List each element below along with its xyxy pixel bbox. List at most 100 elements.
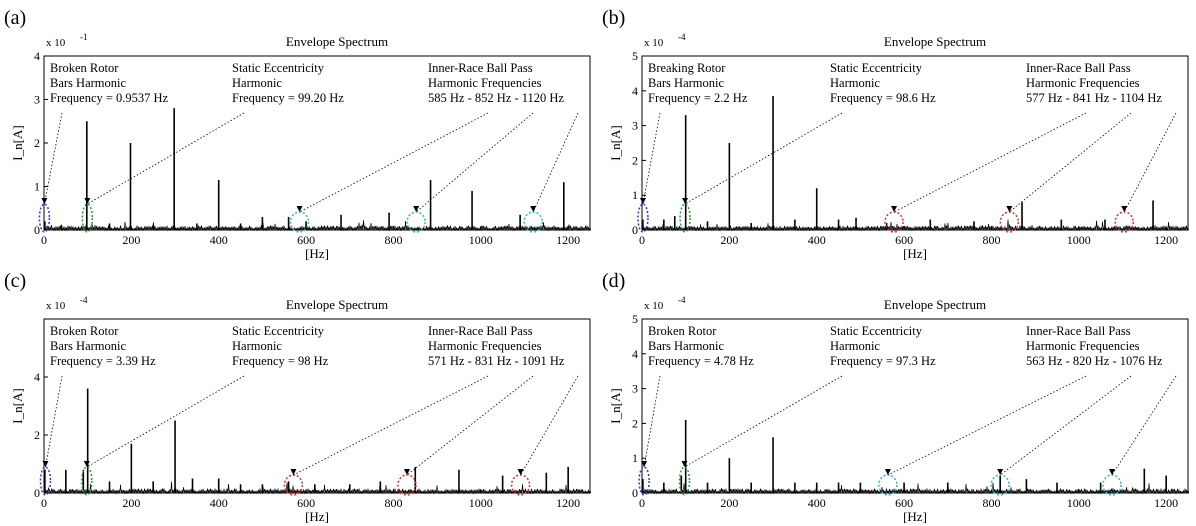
plot-frame [43,318,591,494]
arrow-head [296,206,303,212]
x-axis-label: [Hz] [305,509,329,524]
x-tick-label: 600 [297,496,315,510]
x-tick-label: 1000 [1067,496,1091,510]
annotation-text: 585 Hz - 852 Hz - 1120 Hz [428,91,564,105]
annotation-text: Static Eccentricity [830,61,923,75]
annotation-text: Static Eccentricity [830,324,923,338]
plot-frame [641,318,1189,494]
arrow-head [639,198,646,204]
scale-exponent: x 10 [644,37,664,49]
y-tick-label: 0 [34,486,40,500]
arrow-head [891,206,898,212]
arrow-head [517,469,524,475]
x-tick-label: 200 [122,496,140,510]
harmonic-marker [678,466,691,496]
annotation-text: 577 Hz - 841 Hz - 1104 Hz [1026,91,1162,105]
y-tick-label: 1 [632,451,638,465]
annotation-text: Inner-Race Ball Pass [428,324,533,338]
harmonic-marker [638,466,650,496]
annotation-text: Broken Rotor [50,324,119,338]
annotation-text: Frequency = 4.78 Hz [648,354,754,368]
arrow-head [530,206,537,212]
arrow-head [413,206,420,212]
annotation-text: Bars Harmonic [50,339,126,353]
x-tick-label: 0 [41,233,47,247]
x-tick-label: 1000 [469,233,493,247]
x-tick-label: 200 [122,233,140,247]
arrow-head [84,198,91,204]
annotation-text: Harmonic Frequencies [1026,339,1140,353]
arrow-head [290,469,297,475]
x-tick-label: 1200 [1154,233,1178,247]
annotation-arrow [86,375,245,468]
x-tick-label: 600 [895,496,913,510]
annotation-arrow [520,375,579,476]
y-tick-label: 3 [34,93,40,107]
x-tick-label: 1000 [1067,233,1091,247]
arrow-head [1121,206,1128,212]
annotation-arrow [406,375,534,476]
y-tick-label: 3 [632,119,638,133]
x-tick-label: 1200 [556,496,580,510]
arrow-head [884,469,891,475]
annotation-arrow [45,375,63,468]
annotation-arrow [299,112,489,213]
chart-title: Envelope Spectrum [884,297,986,312]
annotation-text: Inner-Race Ball Pass [428,61,533,75]
y-tick-label: 2 [34,428,40,442]
y-tick-label: 5 [632,312,638,326]
chart-title: Envelope Spectrum [286,297,388,312]
x-tick-label: 400 [808,233,826,247]
panel-label: (a) [4,7,26,29]
x-tick-label: 1000 [469,496,493,510]
x-tick-label: 400 [210,233,228,247]
panel-label: (d) [602,270,625,292]
annotation-arrow [1123,112,1177,213]
annotation-arrow [643,375,661,468]
annotation-arrow [532,112,579,213]
x-axis-label: [Hz] [903,246,927,261]
y-axis-label: I_n[A] [10,125,25,160]
arrow-head [42,461,49,467]
x-tick-label: 1200 [1154,496,1178,510]
harmonic-marker [38,203,51,233]
y-tick-label: 4 [632,84,638,98]
annotation-arrow [999,375,1132,476]
y-axis-label: I_n[A] [608,125,623,160]
annotation-text: 571 Hz - 831 Hz - 1091 Hz [428,354,565,368]
y-tick-label: 1 [632,188,638,202]
annotation-text: Broken Rotor [50,61,119,75]
y-tick-label: 4 [34,370,40,384]
scale-exponent: x 10 [46,37,66,49]
x-tick-label: 200 [720,233,738,247]
chart-title: Envelope Spectrum [884,34,986,49]
y-axis-label: I_n[A] [10,388,25,423]
y-tick-label: 2 [34,136,40,150]
annotation-text: Bars Harmonic [648,339,724,353]
harmonic-marker [990,474,1010,496]
panel-d: (d) Envelope Spectrum x 10 -4 0 200 400 600 800 1… [598,263,1196,526]
annotation-arrow [642,112,661,205]
arrow-head [681,461,688,467]
annotation-text: Harmonic Frequencies [1026,76,1140,90]
annotation-text: Harmonic [830,76,880,90]
x-axis-label: [Hz] [305,246,329,261]
annotation-text: Static Eccentricity [232,61,325,75]
x-tick-label: 0 [639,233,645,247]
y-tick-label: 4 [632,347,638,361]
harmonic-marker [81,466,93,496]
arrow-head [41,198,48,204]
spectrum-noise [43,481,592,495]
harmonic-marker [39,466,52,496]
panel-label: (c) [4,270,26,292]
annotation-text: Bars Harmonic [648,76,724,90]
annotation-text: Breaking Rotor [648,61,726,75]
annotation-arrow [684,375,843,468]
annotation-text: Frequency = 0.9537 Hz [50,91,169,105]
x-tick-label: 800 [384,496,402,510]
annotation-text: Bars Harmonic [50,76,126,90]
annotation-text: Frequency = 98 Hz [232,354,329,368]
y-axis-label: I_n[A] [608,388,623,423]
panel-c: (c) Envelope Spectrum x 10 -4 0 200 400 600 800 1… [0,263,598,526]
